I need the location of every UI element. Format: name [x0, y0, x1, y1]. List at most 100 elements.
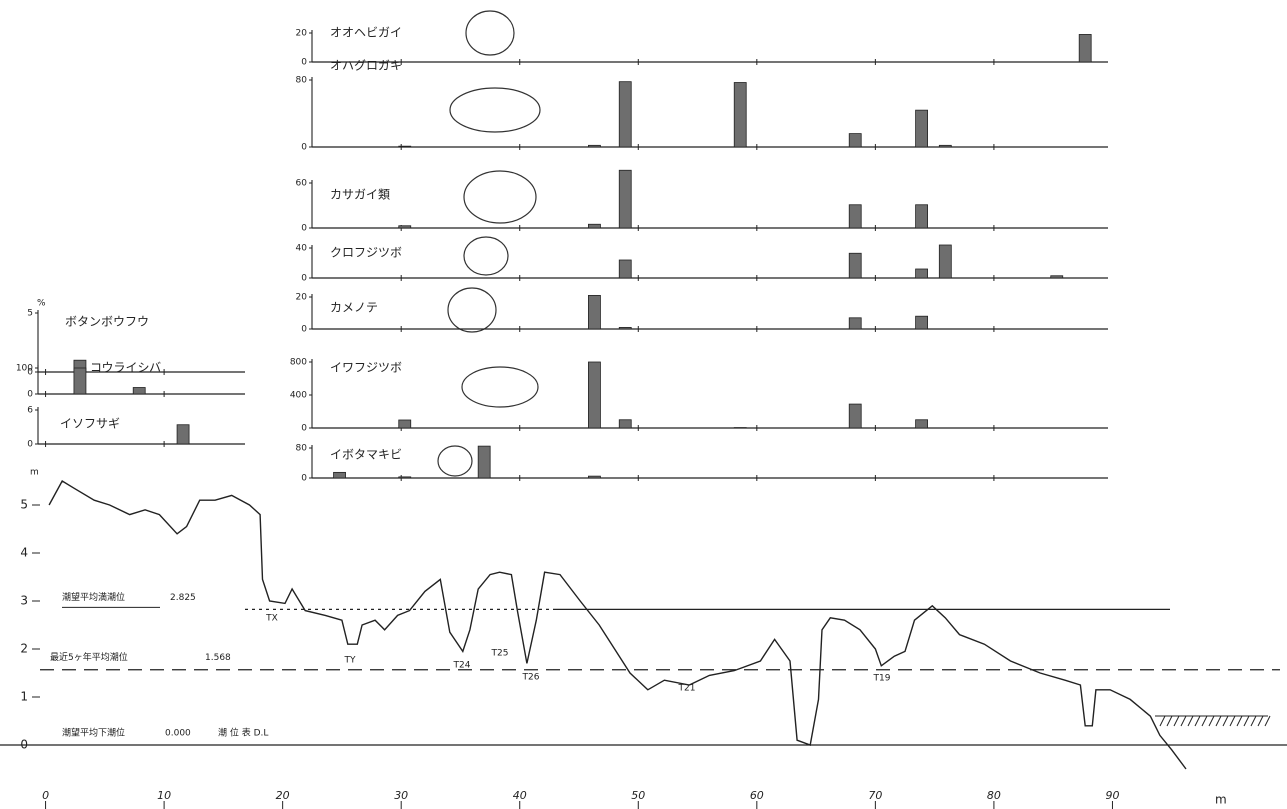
- tide-level-name: 潮望平均下潮位: [62, 727, 125, 739]
- panel-y-tick-label: 800: [290, 358, 307, 368]
- bar: [916, 269, 928, 278]
- hatch: [1160, 716, 1165, 726]
- bar: [177, 425, 189, 444]
- panel-y-tick-label: 0: [301, 143, 307, 153]
- x-tick-label: 30: [394, 789, 408, 802]
- panel-title: オオヘビガイ: [330, 26, 402, 40]
- x-tick-label: 20: [276, 789, 290, 802]
- panel-y-tick-label: 0: [27, 440, 33, 450]
- bar: [849, 318, 861, 329]
- bar: [619, 327, 631, 329]
- panel-y-tick-label: 5: [27, 309, 33, 319]
- panel-title: ボタンボウフウ: [65, 315, 149, 329]
- bar: [399, 226, 411, 228]
- shell-sketch: [448, 288, 496, 332]
- x-tick-label: 50: [631, 789, 645, 802]
- panel-y-tick-label: 0: [301, 274, 307, 284]
- bar: [588, 362, 600, 428]
- tide-level-name: 潮望平均満潮位: [62, 591, 125, 603]
- bar: [619, 260, 631, 278]
- panel-unit: %: [37, 299, 46, 309]
- bar: [399, 477, 411, 478]
- pit-label: T24: [453, 661, 471, 671]
- panel-y-tick-label: 100: [16, 364, 33, 374]
- x-tick-label: 80: [987, 789, 1001, 802]
- bar: [849, 253, 861, 278]
- y-tick-label: 2: [20, 642, 28, 656]
- panel-y-tick-label: 80: [296, 444, 308, 454]
- panel-title: カサガイ類: [330, 188, 390, 202]
- bar: [849, 205, 861, 228]
- bar: [588, 295, 600, 329]
- tide-level-name: 最近5ヶ年平均潮位: [50, 651, 128, 663]
- illustrations: [438, 11, 540, 476]
- hatch: [1181, 716, 1186, 726]
- tide-level-value: 0.000: [165, 729, 191, 739]
- panel-title: オハグロガキ: [330, 59, 402, 73]
- panel-y-tick-label: 6: [27, 406, 33, 416]
- x-tick-label: 40: [513, 789, 527, 802]
- panel-y-tick-label: 0: [301, 58, 307, 68]
- hatch: [1188, 716, 1193, 726]
- panel-y-tick-label: 0: [301, 325, 307, 335]
- profile-line: [49, 481, 1186, 769]
- hatch: [1202, 716, 1207, 726]
- panel-y-tick-label: 0: [27, 390, 33, 400]
- panel-y-tick-label: 20: [296, 293, 308, 303]
- hatch: [1195, 716, 1200, 726]
- bar: [334, 472, 346, 478]
- panel-title: イソフサギ: [60, 417, 120, 431]
- y-tick-label: 4: [20, 546, 28, 560]
- bar: [916, 205, 928, 228]
- pit-label: TX: [265, 614, 278, 624]
- y-unit: m: [30, 468, 39, 478]
- panel-y-tick-label: 400: [290, 391, 307, 401]
- bar: [849, 404, 861, 428]
- hatch: [1230, 716, 1235, 726]
- shell-sketch: [438, 446, 472, 476]
- shell-sketch: [466, 11, 514, 55]
- panel-title: クロフジツボ: [330, 246, 402, 260]
- pit-label: T19: [873, 674, 891, 684]
- hatch: [1174, 716, 1179, 726]
- panel-y-tick-label: 80: [296, 76, 308, 86]
- panel-y-tick-label: 0: [301, 474, 307, 484]
- bar: [916, 110, 928, 147]
- x-tick-label: 60: [750, 789, 764, 802]
- x-tick-label: 0: [42, 789, 49, 802]
- bar: [939, 245, 951, 278]
- panel-y-tick-label: 60: [296, 179, 308, 189]
- bar: [399, 420, 411, 428]
- bar: [1051, 276, 1063, 278]
- panel-y-tick-label: 40: [296, 244, 308, 254]
- bar: [588, 145, 600, 147]
- x-unit: m: [1215, 793, 1227, 807]
- y-tick-label: 5: [20, 498, 28, 512]
- bar: [734, 83, 746, 147]
- panel-title: イボタマキビ: [330, 448, 402, 462]
- bar: [619, 82, 631, 147]
- hatch: [1258, 716, 1263, 726]
- bar: [588, 476, 600, 478]
- panel-title: コウライシバ: [90, 361, 161, 375]
- pit-label: TY: [344, 656, 356, 666]
- x-tick-label: 10: [157, 789, 171, 802]
- panel-y-tick-label: 0: [301, 224, 307, 234]
- hatch: [1223, 716, 1228, 726]
- hatch: [1216, 716, 1221, 726]
- x-tick-label: 70: [868, 789, 882, 802]
- bar: [619, 170, 631, 228]
- hatch: [1244, 716, 1249, 726]
- bar: [849, 134, 861, 147]
- tide-level-value: 2.825: [170, 593, 196, 603]
- hatch: [1209, 716, 1214, 726]
- shell-sketch: [450, 88, 540, 132]
- y-tick-label: 3: [20, 594, 28, 608]
- shell-sketch: [464, 237, 508, 275]
- pit-label: T21: [678, 684, 696, 694]
- bar: [588, 224, 600, 228]
- shell-sketch: [464, 171, 536, 223]
- figure: 020オオヘビガイ080オハグロガキ060カサガイ類040クロフジツボ020カメ…: [0, 0, 1287, 809]
- panel-title: カメノテ: [330, 301, 378, 315]
- bar: [478, 446, 490, 478]
